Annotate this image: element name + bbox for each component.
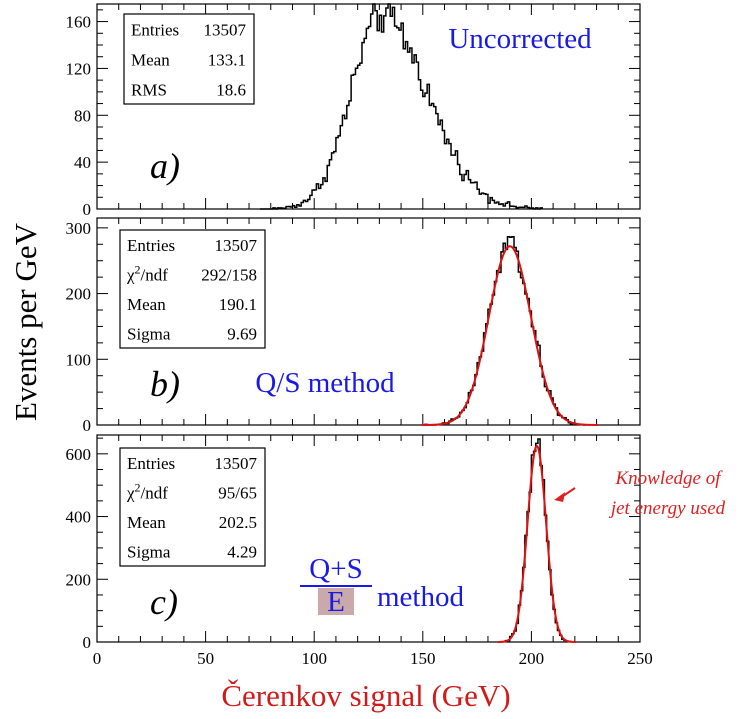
- stats-value: 190.1: [219, 295, 257, 314]
- x-tick-label: 150: [410, 649, 436, 668]
- fraction-denominator: E: [327, 586, 345, 618]
- gaussian-fit-curve: [497, 444, 576, 643]
- annotation-line-2: jet energy used: [608, 498, 726, 519]
- plot-frame: [96, 3, 641, 210]
- y-tick-label: 100: [66, 350, 92, 369]
- stats-label: RMS: [131, 81, 167, 100]
- panel-label: a): [150, 146, 180, 186]
- panel-3: 0 200 400 600 0 50 100 150 200 250 Entries 13507 χ2/…: [66, 434, 726, 668]
- histogram: [422, 236, 586, 426]
- stats-box: Entries 13507 χ2/ndf 95/65 Mean 202.5 Sigma 4.2…: [119, 447, 266, 567]
- fraction-denominator-box: [318, 588, 354, 615]
- stats-label: χ2/ndf: [126, 481, 168, 503]
- panel-2: 0 100 200 300 Entries 13507 χ2/ndf 292/158 Mean 1…: [66, 217, 641, 435]
- stats-value: 292/158: [201, 266, 257, 285]
- stats-value: 18.6: [216, 81, 246, 100]
- stats-value: 9.69: [227, 325, 257, 344]
- y-tick-label: 40: [74, 153, 91, 172]
- y-tick-label: 160: [66, 13, 92, 32]
- stats-box-frame: [119, 229, 266, 349]
- x-tick-label: 0: [93, 649, 102, 668]
- x-axis-label: Čerenkov signal (GeV): [221, 678, 510, 713]
- method-title: method: [377, 581, 464, 613]
- stats-value: 13507: [204, 21, 247, 40]
- y-tick-label: 600: [66, 445, 92, 464]
- y-tick-label: 200: [66, 570, 92, 589]
- stats-box-frame: [123, 13, 255, 105]
- x-tick-label: 50: [197, 649, 214, 668]
- stats-label: Mean: [127, 513, 166, 532]
- histogram: [259, 3, 544, 210]
- annotation: Knowledge of jet energy used: [554, 468, 726, 519]
- stats-value: 133.1: [208, 51, 246, 70]
- y-tick-label: 0: [83, 416, 92, 435]
- y-tick-label: 400: [66, 508, 92, 527]
- stats-label: Mean: [131, 51, 170, 70]
- annotation-line-1: Knowledge of: [614, 468, 723, 489]
- stats-value: 202.5: [219, 513, 257, 532]
- stats-box-frame: [119, 447, 266, 567]
- x-tick-label: 200: [519, 649, 545, 668]
- stats-label: Sigma: [127, 543, 171, 562]
- histogram: [504, 438, 572, 643]
- y-tick-label: 0: [83, 633, 92, 652]
- stats-label: Entries: [127, 236, 175, 255]
- y-tick-label: 0: [83, 200, 92, 219]
- stats-label: χ2/ndf: [126, 263, 168, 285]
- stats-value: 95/65: [218, 484, 257, 503]
- y-tick-label: 200: [66, 285, 92, 304]
- method-title: Uncorrected: [448, 23, 592, 55]
- method-title: Q/S method: [255, 367, 395, 399]
- y-tick-label: 80: [74, 106, 91, 125]
- y-axis-label: Events per GeV: [8, 222, 43, 421]
- x-tick-label: 100: [301, 649, 327, 668]
- panel-label: b): [150, 364, 180, 404]
- fraction-numerator: Q+S: [309, 553, 362, 585]
- stats-box: Entries 13507 χ2/ndf 292/158 Mean 190.1 Sigma 9…: [119, 229, 266, 349]
- plot-frame: [96, 434, 641, 643]
- x-tick-label: 250: [627, 649, 653, 668]
- annotation-arrowhead: [554, 492, 566, 502]
- panels: 0 40 80 120 160 Entries 13507 Mean 133.1 RMS 18.6 a…: [66, 3, 726, 668]
- stats-label: Mean: [127, 295, 166, 314]
- stats-label: Entries: [127, 454, 175, 473]
- gaussian-fit-curve: [421, 245, 598, 426]
- y-tick-label: 300: [66, 219, 92, 238]
- stats-box: Entries 13507 Mean 133.1 RMS 18.6: [123, 13, 255, 105]
- stats-value: 4.29: [227, 543, 257, 562]
- y-tick-label: 120: [66, 59, 92, 78]
- stats-label: Sigma: [127, 325, 171, 344]
- stats-value: 13507: [215, 454, 258, 473]
- panel-1: 0 40 80 120 160 Entries 13507 Mean 133.1 RMS 18.6 a…: [66, 3, 641, 219]
- plot-frame: [96, 217, 641, 426]
- stats-value: 13507: [215, 236, 258, 255]
- panel-label: c): [150, 582, 178, 622]
- stats-label: Entries: [131, 21, 179, 40]
